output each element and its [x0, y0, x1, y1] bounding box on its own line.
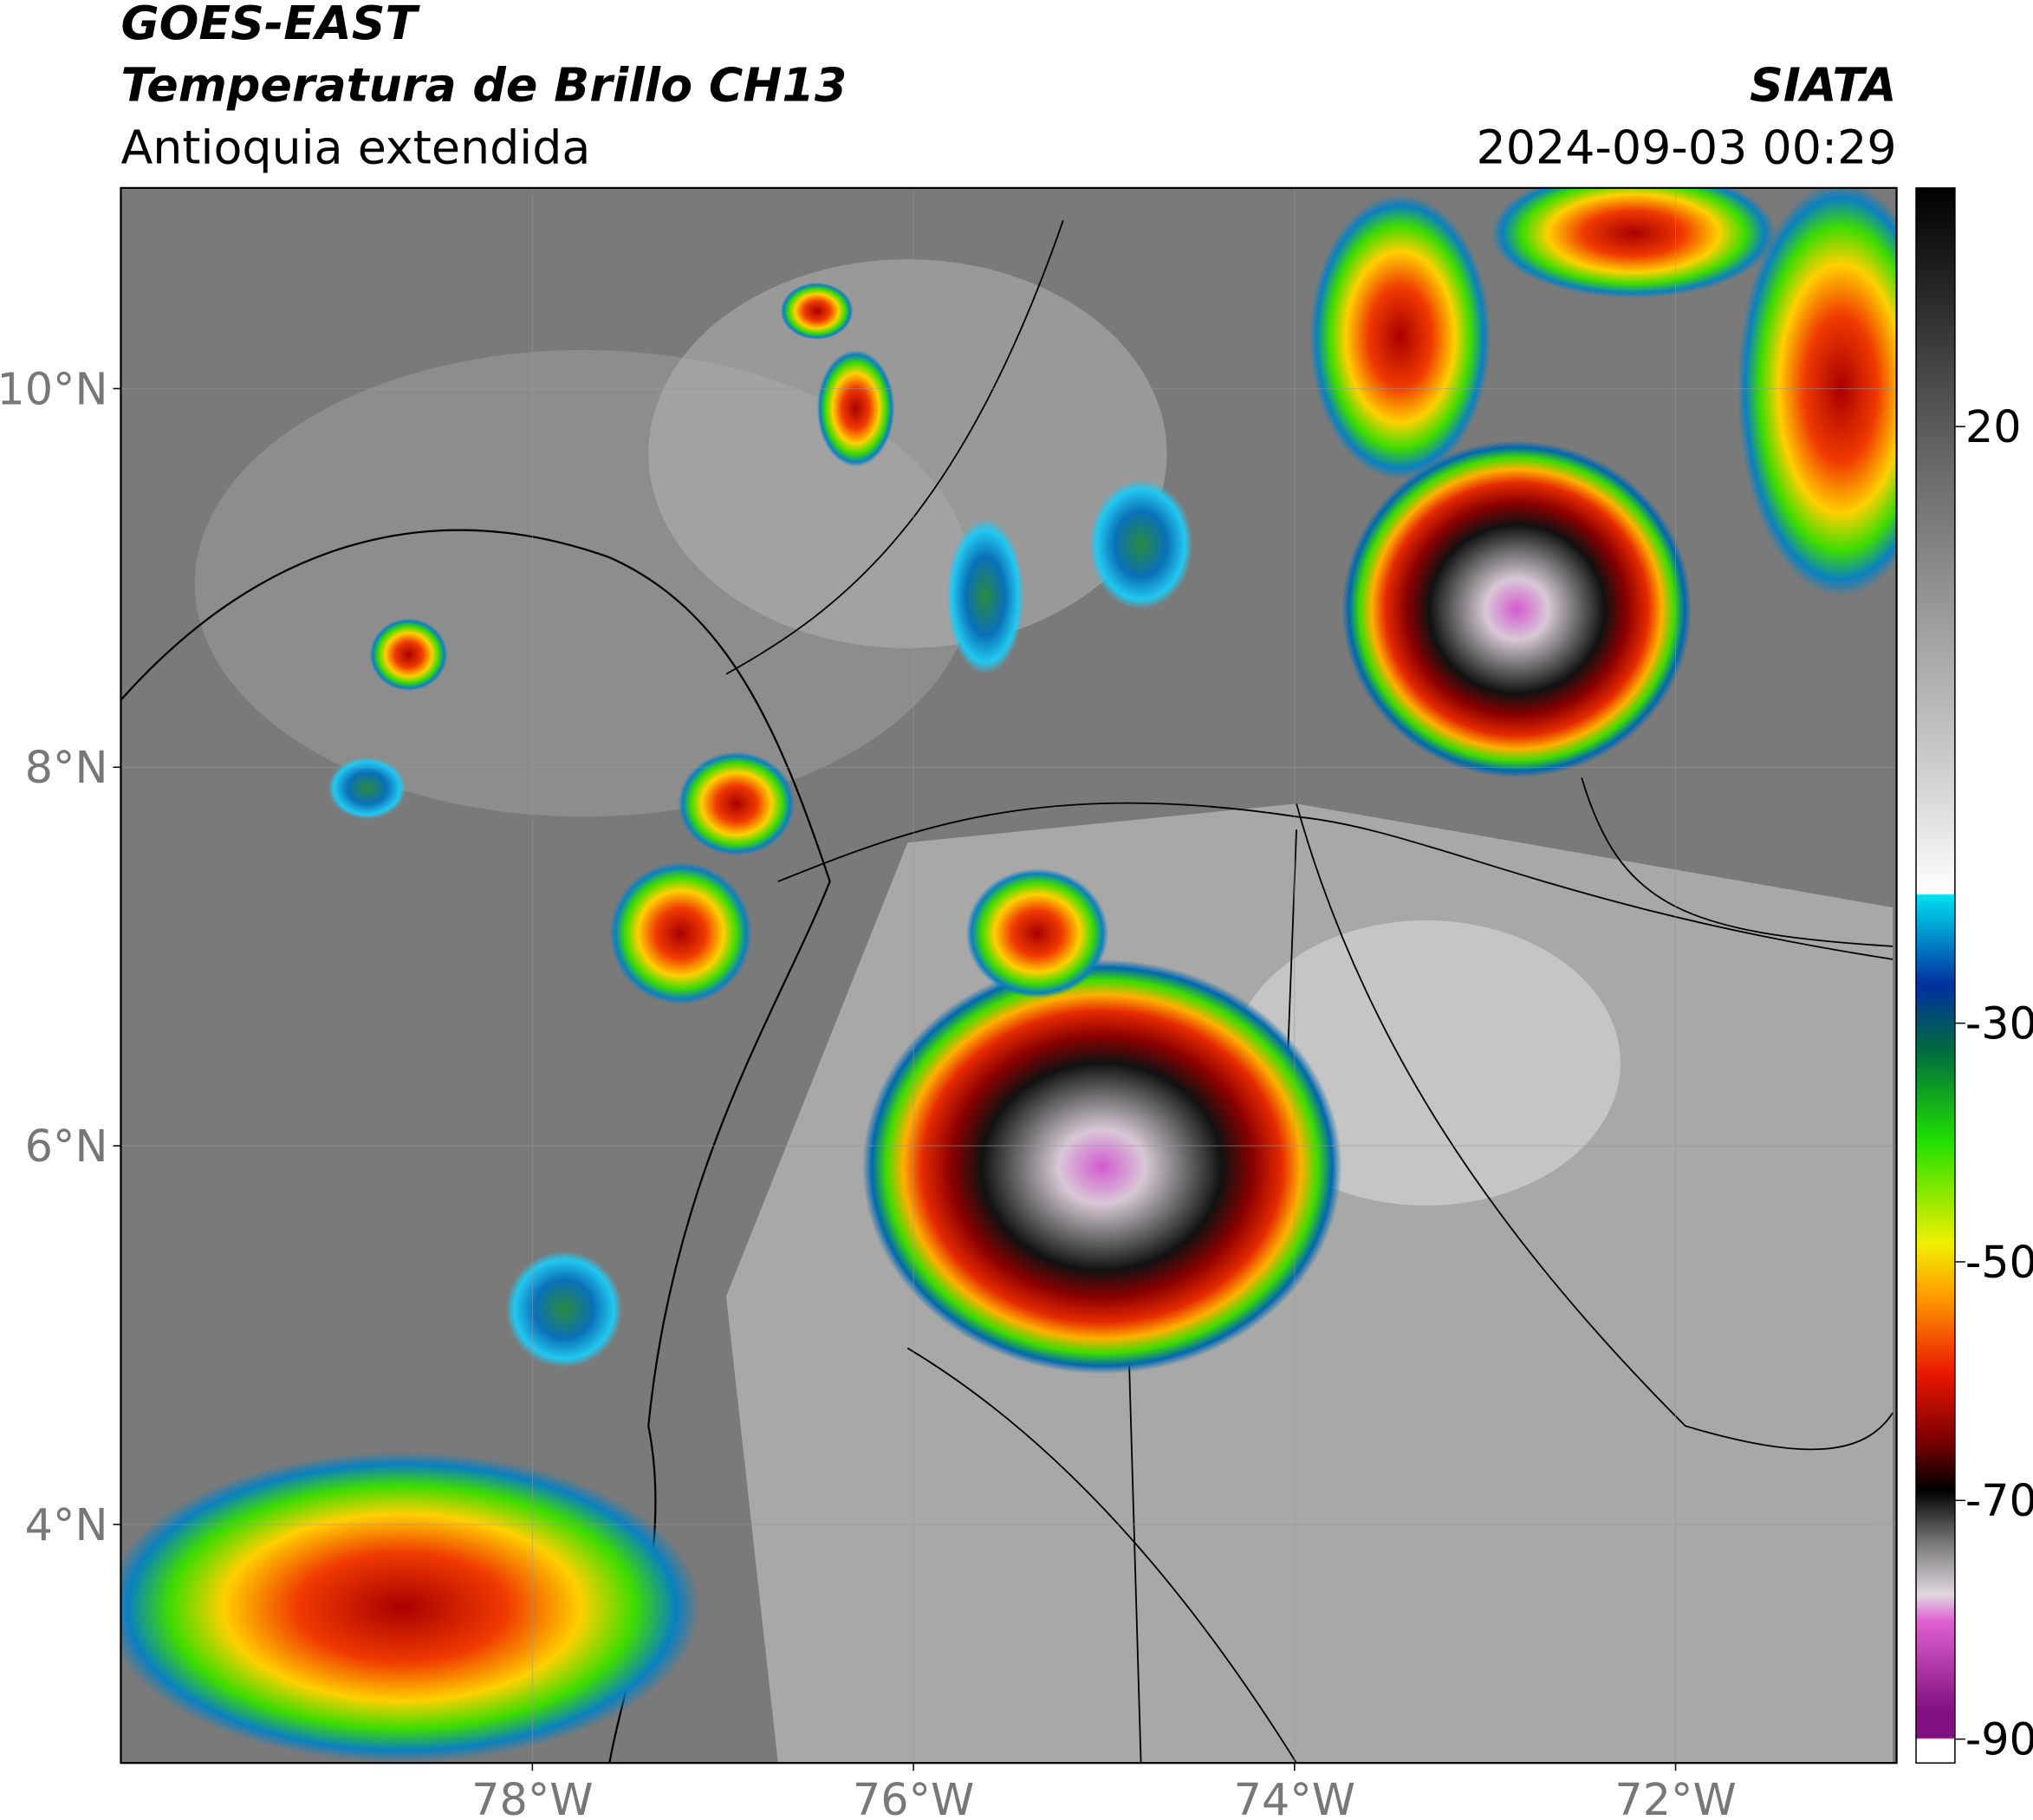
colorbar-tick-label: -90: [1965, 1714, 2033, 1765]
storm-cell: [1088, 479, 1193, 609]
storm-cell: [946, 518, 1024, 674]
lon-tick-label: 74°W: [1234, 1774, 1355, 1820]
region-subtitle: Antioquia extendida: [120, 120, 590, 174]
lat-tick-label: 6°N: [25, 1121, 108, 1172]
storm-cell: [505, 1251, 623, 1368]
coastline: [120, 529, 831, 1764]
cloud: [648, 259, 1167, 648]
colorbar-tick-label: 20: [1965, 401, 2022, 452]
lat-tick-label: 4°N: [25, 1499, 108, 1550]
colorbar-tick-label: -50: [1965, 1237, 2033, 1288]
datetime-label: 2024-09-03 00:29: [1477, 120, 1897, 174]
colorbar-tick-label: -30: [1965, 998, 2033, 1050]
storm-cell: [862, 959, 1342, 1375]
lon-tick-label: 76°W: [853, 1774, 974, 1820]
lat-tick-label: 8°N: [25, 742, 108, 793]
storm-cell: [1309, 194, 1491, 480]
map-area: [120, 187, 1897, 1764]
satellite-title: GOES-EAST: [120, 0, 420, 50]
storm-cell: [609, 861, 752, 1005]
map-frame: [120, 186, 1898, 1765]
storm-cell: [120, 1452, 700, 1764]
lon-tick-label: 72°W: [1614, 1774, 1736, 1820]
product-title: Temperatura de Brillo CH13: [120, 58, 847, 113]
lon-tick-label: 78°W: [471, 1774, 593, 1820]
storm-cell: [965, 868, 1109, 998]
storm-cell: [816, 349, 895, 467]
land-warm-area: [725, 803, 1893, 1764]
colorbar: [1915, 187, 1956, 1764]
lat-tick-label: 10°N: [0, 363, 107, 414]
borders: [725, 219, 1893, 1764]
storm-cell: [1341, 440, 1692, 778]
storm-cell: [1737, 187, 1897, 596]
agency-label: SIATA: [1750, 58, 1897, 113]
storm-cell: [780, 283, 854, 340]
colorbar-tick-label: -70: [1965, 1475, 2033, 1526]
storm-cell: [678, 751, 796, 856]
storm-cell: [369, 618, 448, 692]
storm-cell: [1491, 187, 1776, 298]
storm-cell: [328, 757, 406, 820]
